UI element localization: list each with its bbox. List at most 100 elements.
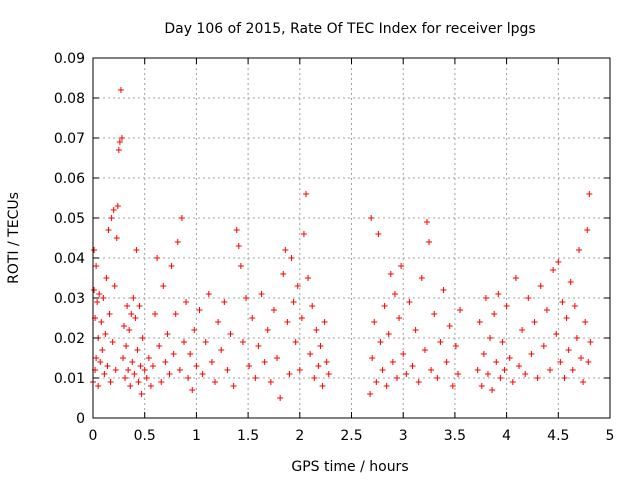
data-point	[321, 319, 328, 325]
data-point	[284, 319, 291, 325]
data-point	[99, 347, 106, 353]
data-point	[373, 379, 380, 385]
data-point	[298, 315, 305, 321]
y-tick-label: 0.05	[54, 211, 85, 227]
data-point	[137, 363, 144, 369]
data-point	[516, 363, 523, 369]
y-tick-label: 0.07	[54, 131, 85, 147]
y-tick-label: 0.01	[54, 371, 85, 387]
data-point	[383, 383, 390, 389]
data-point	[393, 375, 400, 381]
data-point	[258, 291, 265, 297]
data-point	[367, 391, 374, 397]
data-point	[133, 247, 140, 253]
data-point	[158, 379, 165, 385]
data-point	[98, 319, 105, 325]
data-point	[519, 327, 526, 333]
data-point	[230, 383, 237, 389]
data-point	[139, 335, 146, 341]
data-point	[371, 319, 378, 325]
data-point	[412, 327, 419, 333]
data-point	[437, 339, 444, 345]
data-point	[243, 295, 250, 301]
data-point	[111, 283, 118, 289]
data-point	[315, 363, 322, 369]
data-point	[193, 363, 200, 369]
data-point	[428, 367, 435, 373]
data-point	[421, 347, 428, 353]
data-point	[578, 355, 585, 361]
data-point	[264, 327, 271, 333]
data-point	[317, 343, 324, 349]
data-point	[123, 343, 130, 349]
chart-title: Day 106 of 2015, Rate Of TEC Index for r…	[164, 21, 535, 37]
data-point	[375, 231, 382, 237]
data-point	[480, 351, 487, 357]
data-point	[196, 307, 203, 313]
data-point	[292, 339, 299, 345]
data-point	[227, 331, 234, 337]
data-point	[156, 343, 163, 349]
data-point	[246, 363, 253, 369]
y-tick-label: 0	[76, 411, 85, 427]
data-point	[489, 387, 496, 393]
data-point	[143, 375, 150, 381]
data-point	[121, 323, 128, 329]
data-point	[176, 367, 183, 373]
data-point	[282, 247, 289, 253]
data-point	[237, 263, 244, 269]
data-point	[212, 379, 219, 385]
data-point	[191, 327, 198, 333]
data-point	[443, 359, 450, 365]
data-point	[104, 363, 111, 369]
data-point	[368, 215, 375, 221]
data-point	[107, 379, 114, 385]
data-point	[270, 307, 277, 313]
data-point	[112, 367, 119, 373]
data-point	[94, 299, 101, 305]
data-point	[109, 339, 116, 345]
data-point	[255, 343, 262, 349]
data-point	[239, 339, 246, 345]
data-point	[118, 135, 125, 141]
data-point	[178, 215, 185, 221]
data-point	[381, 303, 388, 309]
data-point	[584, 227, 591, 233]
data-point	[128, 311, 135, 317]
data-point	[95, 383, 102, 389]
x-tick-label: 3.5	[444, 428, 466, 444]
data-point	[313, 327, 320, 333]
data-point	[164, 331, 171, 337]
data-point	[582, 319, 589, 325]
data-point	[501, 367, 508, 373]
data-point	[233, 227, 240, 233]
data-point	[522, 371, 529, 377]
data-point	[115, 147, 122, 153]
data-point	[540, 343, 547, 349]
data-point	[311, 375, 318, 381]
axis-ticks: 0 0.5 1 1.5 2 2.5 3 3.5 4 4.5 5 0 0.01 0.02 0.03 0.04 0.…	[54, 51, 615, 444]
data-point	[102, 331, 109, 337]
data-point	[170, 351, 177, 357]
data-point	[573, 335, 580, 341]
data-point	[434, 375, 441, 381]
data-point	[166, 371, 173, 377]
data-point	[497, 375, 504, 381]
data-points	[90, 87, 594, 401]
x-axis-label: GPS time / hours	[291, 459, 408, 475]
data-point	[129, 359, 136, 365]
data-point	[398, 263, 405, 269]
data-point	[135, 379, 142, 385]
data-point	[547, 367, 554, 373]
data-point	[215, 319, 222, 325]
data-point	[93, 263, 100, 269]
data-point	[141, 367, 148, 373]
x-tick-label: 2	[295, 428, 304, 444]
y-axis-label: ROTI / TECUs	[6, 192, 22, 284]
data-point	[528, 351, 535, 357]
y-tick-label: 0.02	[54, 331, 85, 347]
data-point	[261, 359, 268, 365]
data-point	[174, 239, 181, 245]
data-point	[534, 375, 541, 381]
data-point	[185, 375, 192, 381]
